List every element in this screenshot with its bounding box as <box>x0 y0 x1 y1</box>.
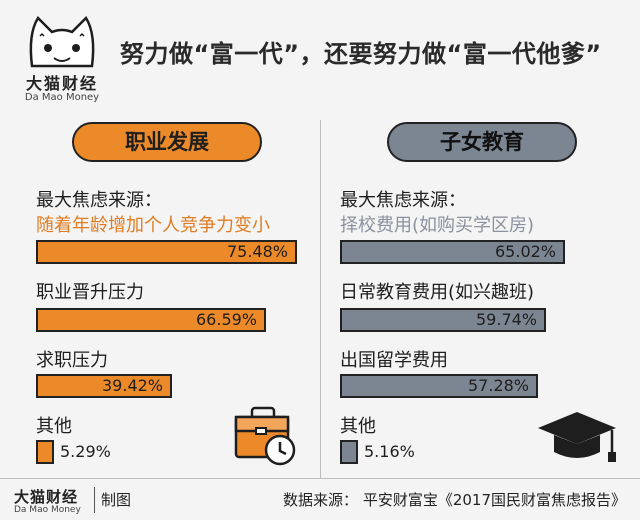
career-value-0: 75.48% <box>227 242 289 261</box>
education-value-0: 65.02% <box>495 242 557 261</box>
bar-label: 日常教育费用(如兴趣班) <box>340 282 535 303</box>
education-value-1: 59.74% <box>476 310 538 329</box>
career-bar-2 <box>36 374 172 398</box>
briefcase-clock-icon <box>234 406 296 466</box>
bar-label: 出国留学费用 <box>340 350 448 371</box>
data-source: 数据来源： 平安财富宝《2017国民财富焦虑报告》 <box>283 491 626 509</box>
education-bar-3 <box>340 440 358 464</box>
career-bar-1 <box>36 308 266 332</box>
bar-label: 最大焦虑来源： <box>36 190 162 211</box>
cat-logo-icon <box>29 16 95 68</box>
brand-name-en: Da Mao Money <box>24 92 100 103</box>
footer-brand: 大猫财经 <box>14 488 79 506</box>
footer: 大猫财经 Da Mao Money 制图 数据来源： 平安财富宝《2017国民财… <box>0 478 640 520</box>
education-bar-0 <box>340 240 565 264</box>
education-column: 子女教育 最大焦虑来源： 择校费用(如购买学区房) 65.02% 日常教育费用(… <box>320 112 640 478</box>
bar-sublabel: 择校费用(如购买学区房) <box>340 215 535 236</box>
career-bar-3 <box>36 440 54 464</box>
bar-label: 职业晋升压力 <box>36 282 144 303</box>
graduation-cap-icon <box>538 412 616 462</box>
headline: 努力做“富一代”，还要努力做“富一代他爹” <box>120 40 602 68</box>
header: 大猫财经 Da Mao Money 努力做“富一代”，还要努力做“富一代他爹” <box>0 0 640 112</box>
education-value-3: 5.16% <box>364 442 415 461</box>
bar-label: 其他 <box>340 416 376 437</box>
career-value-1: 66.59% <box>196 310 258 329</box>
education-bar-1 <box>340 308 546 332</box>
bar-label: 最大焦虑来源： <box>340 190 466 211</box>
brand-name: 大猫财经 <box>25 74 98 93</box>
footer-credit: 制图 <box>101 491 132 509</box>
bar-sublabel: 随着年龄增加个人竞争力变小 <box>36 215 270 236</box>
education-title: 子女教育 <box>387 122 577 162</box>
career-column: 职业发展 最大焦虑来源： 随着年龄增加个人竞争力变小 75.48% 职业晋升压力… <box>0 112 320 478</box>
career-title: 职业发展 <box>72 122 262 162</box>
footer-separator <box>94 487 95 513</box>
education-value-2: 57.28% <box>468 376 530 395</box>
column-divider <box>320 120 321 478</box>
bar-label: 其他 <box>36 416 72 437</box>
career-bar-0 <box>36 240 297 264</box>
education-bar-2 <box>340 374 538 398</box>
bar-label: 求职压力 <box>36 350 108 371</box>
footer-brand-en: Da Mao Money <box>14 505 81 515</box>
career-value-2: 39.42% <box>102 376 164 395</box>
career-value-3: 5.29% <box>60 442 111 461</box>
